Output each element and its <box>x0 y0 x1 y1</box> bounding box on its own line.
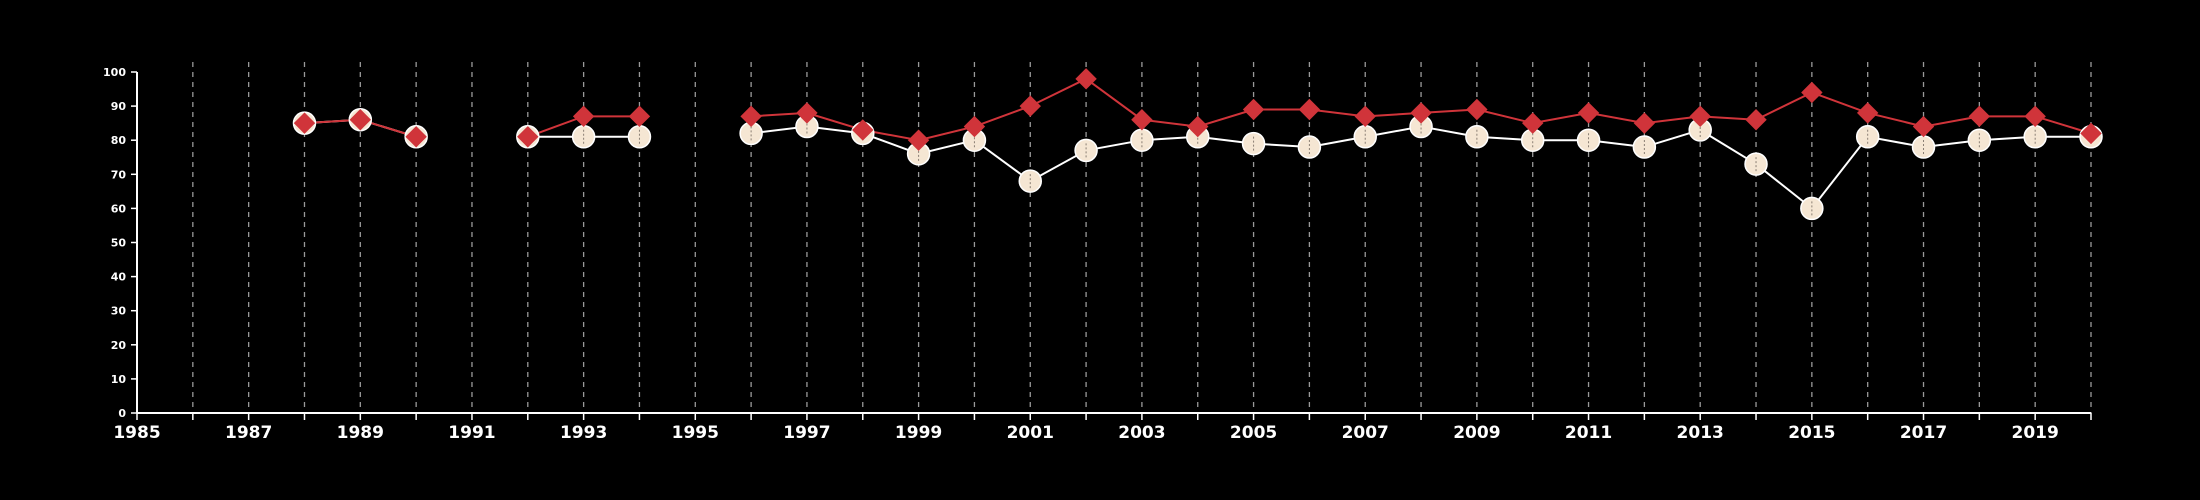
x-tick-label: 2005 <box>1230 423 1277 443</box>
circle-point <box>1353 125 1377 149</box>
circle-point <box>1576 128 1601 152</box>
y-tick-label: 70 <box>111 168 127 181</box>
circle-point <box>571 125 596 149</box>
x-tick-label: 1985 <box>113 423 160 443</box>
diamond-point <box>2024 105 2046 128</box>
diamond-point <box>1968 105 1991 128</box>
x-tick-label: 2009 <box>1453 423 1500 443</box>
data-series <box>292 68 2103 221</box>
x-tick-label: 1997 <box>783 423 830 443</box>
diamond-point <box>1410 102 1432 124</box>
diamond-point <box>796 102 818 124</box>
diamond-point <box>628 105 651 128</box>
diamond-point <box>1689 105 1711 128</box>
circle-point <box>1130 128 1154 152</box>
vertical-gridlines <box>192 62 2092 413</box>
x-tick-label: 2011 <box>1565 423 1612 443</box>
y-tick-label: 30 <box>111 305 127 318</box>
diamond-point <box>405 126 427 148</box>
diamond-point <box>1522 112 1544 134</box>
x-tick-label: 2007 <box>1342 423 1389 443</box>
diamond-point <box>1466 98 1488 121</box>
x-tick-label: 1993 <box>560 423 607 443</box>
x-tick-label: 2015 <box>1788 423 1835 443</box>
diamond-point <box>293 112 316 134</box>
x-tick-label: 2001 <box>1007 423 1054 443</box>
y-tick-label: 20 <box>111 339 127 352</box>
y-tick-label: 90 <box>111 100 127 113</box>
diamond-point <box>1187 115 1209 138</box>
y-tick-label: 10 <box>111 373 127 386</box>
circle-point <box>1632 135 1657 159</box>
circle-point <box>1297 135 1322 159</box>
diamond-point <box>907 129 930 151</box>
circle-point <box>627 125 652 149</box>
diamond-point <box>1131 109 1153 131</box>
diamond-point <box>1745 109 1767 131</box>
diamond-point <box>1242 98 1265 121</box>
diamond-point <box>1075 68 1097 90</box>
circle-point <box>1855 125 1880 149</box>
x-tick-label: 1999 <box>895 423 942 443</box>
x-tick-label: 1991 <box>448 423 495 443</box>
circle-point <box>1744 152 1768 176</box>
x-tick-label: 1987 <box>225 423 272 443</box>
circle-point <box>2023 125 2047 149</box>
diamond-point <box>852 119 874 141</box>
circle-point <box>1241 131 1266 156</box>
diamond-point <box>1801 81 1823 104</box>
chart-axes <box>131 71 2092 420</box>
x-tick-label: 2013 <box>1677 423 1724 443</box>
diamond-point <box>1298 98 1321 121</box>
x-tick-label: 1995 <box>672 423 719 443</box>
y-tick-label: 60 <box>111 202 127 215</box>
y-tick-label: 100 <box>103 66 126 79</box>
x-tick-label: 2017 <box>1900 423 1947 443</box>
tick-labels: 0 10 20 30 40 50 60 70 80 90 100 1985 1987 1989 1991 19… <box>103 66 2059 443</box>
circle-point <box>1465 125 1489 149</box>
circle-point <box>1074 138 1098 163</box>
y-tick-label: 40 <box>111 271 127 284</box>
x-tick-label: 2019 <box>2012 423 2059 443</box>
diamond-point <box>1019 95 1041 117</box>
diamond-point <box>740 105 762 128</box>
diamond-point <box>963 115 986 138</box>
circle-point <box>1800 196 1824 221</box>
circle-point <box>1967 128 1992 152</box>
y-tick-label: 80 <box>111 134 127 147</box>
x-tick-label: 1989 <box>337 423 384 443</box>
diamond-point <box>349 109 372 131</box>
diamond-point <box>1354 105 1376 128</box>
diamond-point <box>2080 122 2102 145</box>
diamond-point <box>1577 102 1600 124</box>
diamond-point <box>1912 115 1935 138</box>
circle-point <box>1018 169 1043 193</box>
y-tick-label: 50 <box>111 237 127 250</box>
diamond-point <box>1856 102 1879 124</box>
circle-point <box>1911 135 1936 159</box>
diamond-point <box>1633 112 1656 134</box>
x-tick-label: 2003 <box>1118 423 1165 443</box>
y-tick-label: 0 <box>118 407 126 420</box>
diamond-point <box>517 126 539 148</box>
diamond-point <box>572 105 595 128</box>
